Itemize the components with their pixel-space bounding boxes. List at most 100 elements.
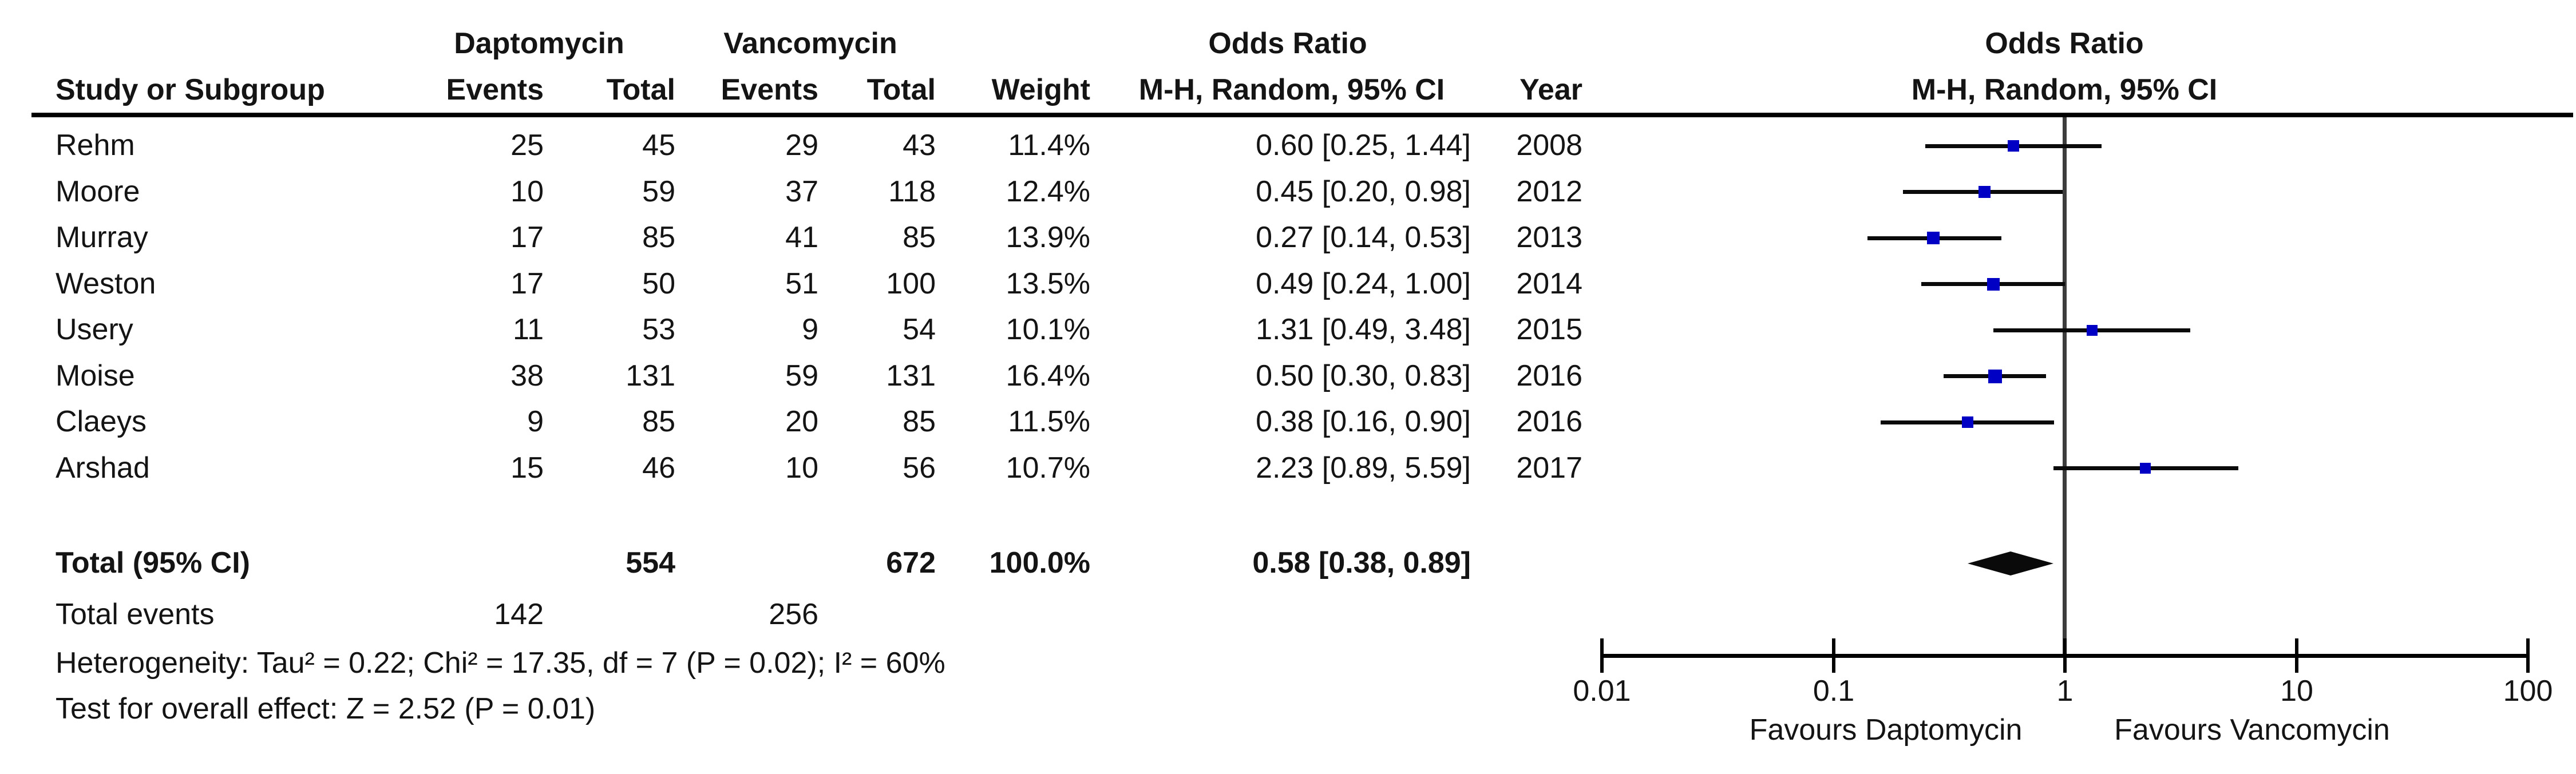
study-row-year: 2014 [1516, 267, 1582, 300]
study-row-name: Usery [56, 313, 133, 346]
study-row-weight: 11.4% [1008, 129, 1090, 162]
point-estimate-moore [1979, 186, 1991, 198]
study-row-year: 2012 [1516, 175, 1582, 208]
point-estimate-usery [2087, 325, 2098, 336]
study-row-year: 2015 [1516, 313, 1582, 346]
study-row-d_events: 17 [511, 221, 544, 254]
total-row-ci: 0.58 [0.38, 0.89] [1252, 546, 1471, 579]
axis-tick-1 [2063, 638, 2067, 673]
point-estimate-moise [1988, 370, 2002, 383]
total-events-label: Total events [56, 598, 215, 631]
axis-tick-0.01 [1600, 638, 1604, 673]
axis-tick-label: 1 [2056, 674, 2074, 708]
study-row-weight: 13.5% [1006, 267, 1090, 300]
study-row-year: 2016 [1516, 359, 1582, 392]
column-header-vanco-total: Total [866, 73, 936, 106]
total-events-dapto: 142 [494, 598, 544, 631]
column-header-dapto-total: Total [606, 73, 675, 106]
total-row-vanco-total: 672 [886, 546, 936, 579]
study-row-weight: 13.9% [1006, 221, 1090, 254]
study-row-v_total: 54 [903, 313, 936, 346]
study-row-d_total: 59 [642, 175, 675, 208]
total-row-dapto-total: 554 [626, 546, 675, 579]
column-header-study: Study or Subgroup [56, 73, 325, 106]
study-row-v_events: 9 [802, 313, 818, 346]
study-row-ci_text: 0.50 [0.30, 0.83] [1256, 359, 1471, 392]
study-row-v_events: 37 [785, 175, 818, 208]
heterogeneity-stats: Heterogeneity: Tau² = 0.22; Chi² = 17.35… [56, 646, 945, 680]
study-row-d_total: 85 [642, 221, 675, 254]
study-row-v_events: 29 [785, 129, 818, 162]
study-row-year: 2008 [1516, 129, 1582, 162]
study-row-d_total: 45 [642, 129, 675, 162]
column-header-mh-ci-left: M-H, Random, 95% CI [1138, 73, 1445, 106]
study-row-name: Rehm [56, 129, 135, 162]
study-row-v_total: 131 [886, 359, 936, 392]
study-row-d_events: 17 [511, 267, 544, 300]
study-row-year: 2017 [1516, 451, 1582, 485]
column-header-dapto-events: Events [446, 73, 544, 106]
study-row-ci_text: 1.31 [0.49, 3.48] [1256, 313, 1471, 346]
point-estimate-weston [1987, 278, 2000, 291]
study-row-weight: 10.7% [1006, 451, 1090, 485]
point-estimate-arshad [2140, 463, 2151, 474]
axis-tick-label: 10 [2280, 674, 2313, 708]
point-estimate-claeys [1962, 416, 1973, 428]
axis-tick-100 [2526, 638, 2530, 673]
study-row-d_total: 85 [642, 405, 675, 438]
study-row-d_events: 10 [511, 175, 544, 208]
null-effect-line [2063, 117, 2067, 658]
column-header-mh-ci-right: M-H, Random, 95% CI [1911, 73, 2218, 106]
study-row-weight: 10.1% [1006, 313, 1090, 346]
study-row-ci_text: 0.27 [0.14, 0.53] [1256, 221, 1471, 254]
study-row-weight: 11.5% [1008, 405, 1090, 438]
column-group-odds-ratio-right: Odds Ratio [1985, 27, 2144, 60]
favours-left-label: Favours Daptomycin [1749, 713, 2023, 747]
study-row-v_total: 43 [903, 129, 936, 162]
axis-tick-label: 0.01 [1573, 674, 1631, 708]
study-row-weight: 16.4% [1006, 359, 1090, 392]
study-row-name: Arshad [56, 451, 150, 485]
header-divider-rule [31, 113, 2573, 117]
study-row-name: Moise [56, 359, 135, 392]
column-group-vancomycin: Vancomycin [723, 27, 897, 60]
axis-tick-label: 100 [2503, 674, 2553, 708]
column-header-weight: Weight [991, 73, 1090, 106]
total-events-vanco: 256 [769, 598, 818, 631]
study-row-d_events: 11 [513, 313, 544, 346]
study-row-ci_text: 0.49 [0.24, 1.00] [1256, 267, 1471, 300]
study-row-v_total: 56 [903, 451, 936, 485]
study-row-v_total: 85 [903, 405, 936, 438]
study-row-d_events: 25 [511, 129, 544, 162]
point-estimate-rehm [2008, 140, 2019, 152]
total-row-label: Total (95% CI) [56, 546, 250, 579]
study-row-ci_text: 0.38 [0.16, 0.90] [1256, 405, 1471, 438]
study-row-year: 2013 [1516, 221, 1582, 254]
study-row-v_events: 51 [785, 267, 818, 300]
study-row-weight: 12.4% [1006, 175, 1090, 208]
favours-right-label: Favours Vancomycin [2114, 713, 2390, 747]
study-row-d_events: 15 [511, 451, 544, 485]
study-row-name: Moore [56, 175, 140, 208]
study-row-d_total: 46 [642, 451, 675, 485]
study-row-d_events: 38 [511, 359, 544, 392]
pooled-estimate-diamond [1968, 551, 2053, 575]
column-header-year: Year [1520, 73, 1582, 106]
study-row-name: Murray [56, 221, 148, 254]
study-row-v_total: 85 [903, 221, 936, 254]
total-row-weight: 100.0% [989, 546, 1090, 579]
overall-effect-test: Test for overall effect: Z = 2.52 (P = 0… [56, 692, 596, 725]
column-group-daptomycin: Daptomycin [454, 27, 624, 60]
study-row-name: Weston [56, 267, 156, 300]
study-row-year: 2016 [1516, 405, 1582, 438]
study-row-ci_text: 0.45 [0.20, 0.98] [1256, 175, 1471, 208]
point-estimate-murray [1927, 232, 1940, 244]
study-row-v_events: 20 [785, 405, 818, 438]
study-row-ci_text: 0.60 [0.25, 1.44] [1256, 129, 1471, 162]
column-group-odds-ratio-left: Odds Ratio [1208, 27, 1367, 60]
study-row-v_total: 100 [886, 267, 936, 300]
axis-tick-label: 0.1 [1813, 674, 1855, 708]
column-header-vanco-events: Events [721, 73, 818, 106]
study-row-v_events: 41 [785, 221, 818, 254]
